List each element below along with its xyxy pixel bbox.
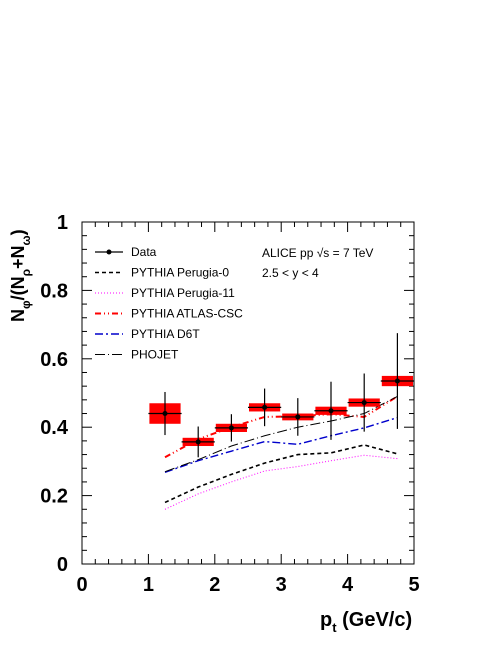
y-tick-label: 0.2 — [40, 486, 68, 508]
y-tick-label: 0 — [57, 554, 68, 576]
axis-ticks — [81, 221, 415, 565]
y-axis-title: Nφ/(Nρ+Nω) — [8, 229, 33, 322]
annotation-experiment: ALICE pp √s = 7 TeV — [262, 246, 373, 260]
legend-label-0: PYTHIA Perugia-0 — [131, 266, 229, 280]
legend-label-2: PYTHIA ATLAS-CSC — [131, 307, 243, 321]
data-point — [162, 411, 168, 417]
legend: Data PYTHIA Perugia-0 PYTHIA Perugia-11 PYT… — [95, 245, 243, 362]
data-point — [394, 378, 400, 384]
legend-label-4: PHOJET — [131, 348, 179, 362]
y-tick-label: 1 — [57, 212, 68, 234]
series-line-0 — [164, 444, 398, 504]
y-tick-label: 0.8 — [40, 280, 68, 302]
data-point — [195, 439, 201, 445]
legend-marker-data — [106, 249, 112, 255]
x-tick-label: 3 — [276, 574, 287, 596]
series-line-4 — [164, 395, 398, 473]
data-point — [328, 408, 334, 414]
data-point — [295, 414, 301, 420]
legend-label-data: Data — [131, 245, 157, 259]
data-point — [361, 400, 367, 406]
plot-frame — [81, 221, 415, 565]
y-tick-label: 0.6 — [40, 349, 68, 371]
y-tick-label: 0.4 — [40, 417, 69, 439]
y-tick-labels: 0 0.2 0.4 0.6 0.8 1 — [40, 212, 69, 576]
x-tick-label: 1 — [143, 574, 154, 596]
data-points — [148, 333, 414, 458]
x-tick-labels: 0 1 2 3 4 5 — [76, 574, 419, 596]
x-tick-label: 4 — [342, 574, 354, 596]
x-tick-label: 5 — [408, 574, 419, 596]
series-line-1 — [164, 454, 398, 510]
x-tick-label: 0 — [76, 574, 87, 596]
model-curves — [164, 395, 398, 510]
legend-label-1: PYTHIA Perugia-11 — [131, 286, 235, 300]
x-axis-title: pt (GeV/c) — [320, 609, 412, 635]
data-point — [262, 404, 268, 410]
x-tick-label: 2 — [209, 574, 220, 596]
data-point — [228, 425, 234, 431]
legend-label-3: PYTHIA D6T — [131, 327, 200, 341]
annotation-rapidity: 2.5 < y < 4 — [262, 266, 319, 280]
